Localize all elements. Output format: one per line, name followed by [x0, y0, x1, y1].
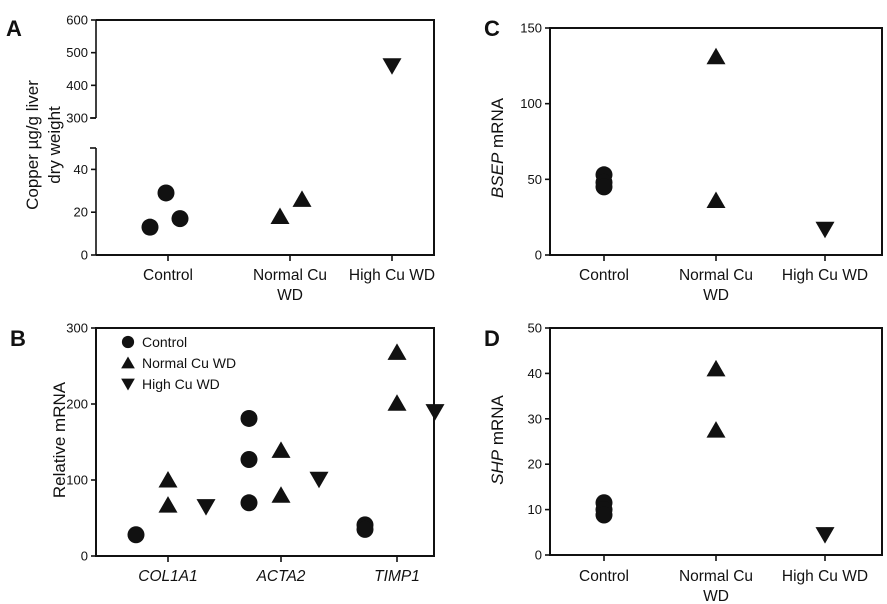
panel-d-data-point — [595, 506, 613, 524]
panel-c-ylabel-gene: BSEP — [488, 152, 507, 198]
panel-b-category-label: ACTA2 — [256, 568, 306, 585]
panel-a-ytick-label: 20 — [74, 205, 88, 220]
panel-letter-a: A — [6, 16, 22, 41]
panel-letter-b: B — [10, 326, 26, 351]
panel-c-ylabel: BSEP mRNA — [488, 97, 507, 198]
panel-d-data-point — [706, 359, 726, 377]
panel-b-data-point — [240, 450, 258, 468]
panel-b-data-point — [240, 409, 258, 427]
panel-b-frame — [95, 327, 435, 557]
panel-b-data-point — [425, 404, 445, 421]
panel-a-data-point — [270, 207, 290, 224]
panel-b-data-point — [271, 441, 291, 458]
panel-b-ytick-label: 100 — [66, 473, 88, 488]
panel-c-category-label: Control — [579, 267, 629, 284]
panel-b-data-point — [387, 343, 407, 360]
panel-a-ytick-label: 40 — [74, 162, 88, 177]
panel-d-ytick-label: 20 — [528, 457, 542, 472]
panel-b-legend-marker — [121, 335, 135, 349]
panel-b-category-label: TIMP1 — [374, 568, 420, 585]
panel-c-ytick-label: 50 — [528, 172, 542, 187]
panel-d-data-point — [815, 527, 835, 544]
panel-b-ytick-label: 200 — [66, 397, 88, 412]
panel-d-ytick-label: 30 — [528, 411, 542, 426]
panel-c: 0 50 100 150 Control Normal Cu WD High Cu WD BSE… — [488, 21, 883, 304]
panel-b-data-point — [387, 394, 407, 411]
panel-a-ytick-label: 400 — [66, 78, 88, 93]
panel-a-ylabel: dry weight — [45, 106, 64, 184]
panel-c-ytick-label: 150 — [520, 21, 542, 36]
panel-c-ytick-label: 100 — [520, 96, 542, 111]
panel-b-legend-label: Control — [142, 334, 187, 350]
panel-a-category-label: Normal Cu — [253, 267, 327, 284]
panel-d-ylabel: SHP mRNA — [488, 394, 507, 484]
panel-a-category-label: WD — [277, 287, 303, 304]
panel-c-ytick-label: 0 — [535, 248, 542, 263]
panel-c-ylabel-group: BSEP mRNA — [488, 97, 507, 198]
panel-d-ytick-label: 10 — [528, 502, 542, 517]
panel-a-ytick-label: 0 — [81, 248, 88, 263]
panel-d-ylabel-group: SHP mRNA — [488, 394, 507, 484]
panel-b-data-point — [240, 494, 258, 512]
panel-a-ytick-label: 600 — [66, 13, 88, 28]
panel-b-data-point — [127, 526, 145, 544]
panel-c-data-point — [706, 47, 726, 65]
panel-a-ylabel: Copper µg/g liver — [23, 80, 42, 210]
panel-a-ytick-label: 500 — [66, 45, 88, 60]
panel-b-data-point — [309, 471, 329, 489]
panel-b-data-point — [271, 486, 291, 503]
panel-d-ylabel-gene: SHP — [488, 449, 507, 485]
panel-b-data-point — [158, 471, 178, 488]
panel-c-ylabel-unit: mRNA — [488, 97, 507, 152]
panel-b-legend-label: High Cu WD — [142, 376, 220, 392]
panel-b-ylabel: Relative mRNA — [50, 381, 69, 498]
panel-d-data-point — [706, 421, 726, 438]
panel-d: 0 10 20 30 40 50 Control Normal Cu WD High Cu WD S… — [488, 321, 883, 604]
panel-d-category-label: Normal Cu — [679, 568, 753, 585]
panel-a-category-label: Control — [143, 267, 193, 284]
panel-a-data-point — [157, 184, 175, 202]
panel-a-category-label: High Cu WD — [349, 267, 435, 284]
panel-b-ylabel-group: Relative mRNA — [50, 381, 69, 498]
panel-d-category-label: WD — [703, 588, 729, 604]
panel-a-ylabel-group: Copper µg/g liver dry weight — [23, 80, 64, 210]
panel-c-data-point — [706, 191, 726, 209]
panel-d-ylabel-unit: mRNA — [488, 394, 507, 449]
panel-d-category-label: High Cu WD — [782, 568, 868, 585]
panel-a-ytick-label: 300 — [66, 111, 88, 126]
panel-d-ytick-label: 50 — [528, 321, 542, 336]
panel-c-category-label: Normal Cu — [679, 267, 753, 284]
panel-c-category-label: WD — [703, 287, 729, 304]
panel-a-frame — [96, 19, 435, 256]
panel-d-ytick-label: 0 — [535, 548, 542, 563]
panel-a-data-point — [382, 58, 402, 75]
panel-b-data-point — [158, 496, 178, 513]
panel-letter-c: C — [484, 16, 500, 41]
panel-a-data-point — [171, 210, 189, 228]
panel-b-category-label: COL1A1 — [138, 568, 197, 585]
panel-b-legend-marker — [121, 378, 135, 391]
panel-c-data-point — [815, 221, 835, 239]
panel-c-category-label: High Cu WD — [782, 267, 868, 284]
panel-b-data-point — [196, 499, 216, 516]
panel-a-data-point — [141, 218, 159, 236]
panel-d-category-label: Control — [579, 568, 629, 585]
panel-b-legend-label: Normal Cu WD — [142, 355, 236, 371]
panel-d-ytick-label: 40 — [528, 366, 542, 381]
panel-b-legend-marker — [121, 356, 135, 369]
panel-b-ytick-label: 300 — [66, 321, 88, 336]
panel-b-data-point — [356, 520, 374, 538]
panel-a: 0 20 40 300 400 500 600 Control Normal Cu WD High … — [23, 13, 435, 305]
panel-letter-d: D — [484, 326, 500, 351]
panel-c-data-point — [595, 178, 613, 196]
panel-b: 0 100 200 300 COL1A1 ACTA2 TIMP1 Relative mRNA C… — [50, 321, 445, 585]
panel-a-data-point — [292, 190, 312, 207]
panel-b-ytick-label: 0 — [81, 549, 88, 564]
